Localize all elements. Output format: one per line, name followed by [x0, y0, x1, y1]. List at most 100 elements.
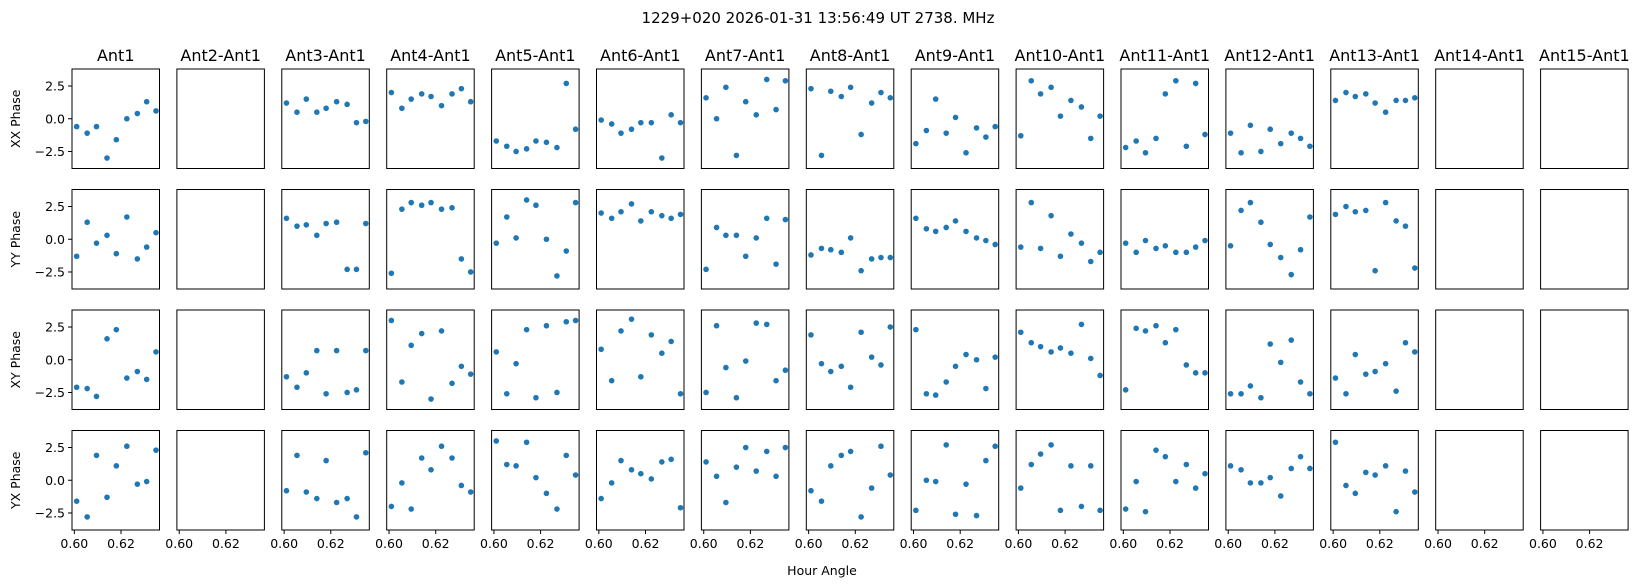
data-point [503, 214, 510, 220]
data-point [868, 485, 875, 491]
data-point [963, 481, 969, 487]
data-point [1028, 77, 1035, 84]
panel-frame [1540, 309, 1629, 410]
data-point [388, 503, 395, 510]
panel-xy-phase-ant14-ant1 [1435, 309, 1524, 410]
data-point [838, 249, 845, 256]
data-point [1307, 390, 1313, 397]
panel-yy-phase-ant7-ant1 [700, 189, 790, 290]
data-point [84, 514, 90, 520]
data-point [449, 455, 455, 461]
data-point [1267, 241, 1274, 248]
data-point [963, 149, 969, 156]
data-point [1288, 130, 1295, 136]
data-point [1153, 447, 1159, 453]
panel-frame [805, 68, 895, 169]
data-point [742, 358, 749, 364]
data-point [1352, 93, 1359, 100]
panel-yy-phase-ant1: 2.5 0.0 −2.5 [35, 189, 160, 290]
data-point [104, 232, 110, 239]
panel-frame [176, 309, 265, 410]
data-point [1162, 91, 1169, 97]
data-point [887, 324, 894, 330]
panel-xy-phase-ant12-ant1 [1225, 309, 1314, 410]
panel-yx-phase-ant12-ant1: 0.60 0.62 [1214, 430, 1314, 551]
data-point [1412, 349, 1418, 355]
data-point [143, 244, 150, 250]
panel-xx-phase-ant5-ant1 [491, 68, 580, 169]
data-point [638, 119, 644, 126]
data-point [782, 444, 789, 451]
data-point [143, 478, 150, 485]
data-point [723, 232, 729, 239]
data-point [428, 466, 434, 473]
panel-yx-phase-ant9-ant1: 0.60 0.62 [900, 430, 1000, 551]
data-point [1352, 490, 1359, 497]
data-point [1258, 480, 1264, 486]
data-point [1097, 372, 1103, 379]
panel-xx-phase-ant1: 2.5 0.0 −2.5 [35, 68, 160, 169]
data-point [323, 457, 329, 464]
data-point [353, 266, 360, 273]
data-point [1258, 148, 1264, 155]
data-point [1412, 265, 1418, 271]
y-tick-label: −2.5 [35, 264, 65, 279]
x-tick-label: 0.62 [1366, 536, 1394, 551]
panel-frame [910, 309, 1000, 410]
data-point [1227, 390, 1234, 397]
data-point [458, 482, 465, 489]
x-tick-label: 0.60 [1214, 536, 1242, 551]
data-point [713, 224, 720, 231]
data-point [1087, 258, 1094, 265]
panel-frame [386, 68, 475, 169]
data-point [1122, 240, 1129, 246]
panel-frame [281, 189, 370, 290]
data-point [628, 126, 635, 133]
data-point [992, 354, 998, 360]
data-point [303, 489, 310, 495]
data-point [1078, 104, 1085, 110]
panel-xy-phase-ant15-ant1 [1540, 309, 1629, 410]
data-point [742, 98, 749, 105]
x-tick-label: 0.60 [1005, 536, 1033, 551]
data-point [458, 363, 465, 370]
data-point [399, 105, 405, 112]
data-point [572, 126, 579, 133]
data-point [668, 456, 674, 463]
data-point [952, 218, 959, 224]
data-point [363, 449, 369, 456]
data-point [408, 342, 415, 349]
data-point [1133, 325, 1139, 332]
data-point [124, 214, 130, 220]
data-point [1183, 143, 1190, 150]
data-point [314, 232, 320, 239]
data-point [668, 338, 674, 345]
data-point [153, 349, 159, 355]
data-point [952, 363, 959, 370]
panel-frame [1225, 68, 1314, 169]
data-point [847, 384, 854, 391]
panel-frame [700, 430, 790, 531]
data-point [1087, 463, 1094, 469]
panel-frame [1540, 189, 1629, 290]
data-point [763, 448, 770, 455]
data-point [618, 208, 624, 215]
y-tick-label: 0.0 [45, 352, 65, 367]
data-point [533, 394, 539, 401]
row-label-xy-phase: XY Phase [8, 331, 23, 389]
data-point [828, 368, 834, 375]
panel-frame [1540, 68, 1629, 169]
panel-yy-phase-ant9-ant1 [910, 189, 1000, 290]
data-point [818, 360, 825, 367]
data-point [283, 373, 290, 380]
panel-grid: Ant1 Ant2-Ant1 Ant3-Ant1 Ant4-Ant1 Ant5-Ant1… [8, 46, 1630, 551]
data-point [608, 215, 615, 222]
column-title-ant7-ant1: Ant7-Ant1 [705, 46, 786, 65]
data-point [828, 88, 834, 95]
panel-frame [176, 430, 265, 531]
data-point [943, 442, 949, 448]
data-point [1288, 271, 1295, 278]
data-point [913, 140, 919, 147]
panel-frame [386, 309, 475, 410]
data-point [428, 199, 434, 206]
